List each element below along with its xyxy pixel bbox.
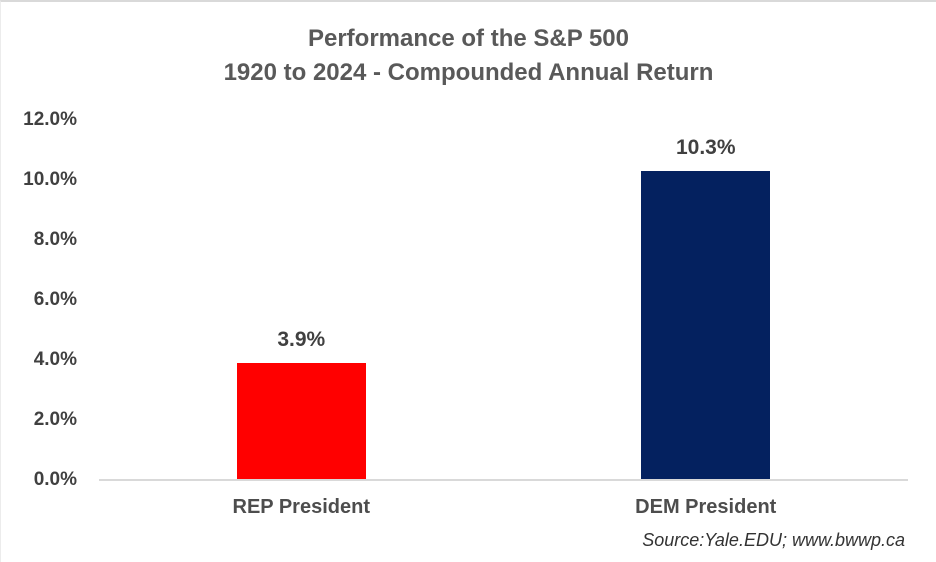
y-tick-label: 0.0% — [33, 469, 77, 490]
y-tick-label: 10.0% — [23, 169, 77, 190]
category-axis: REP President DEM President — [99, 496, 908, 519]
source-credit: Source:Yale.EDU; www.bwwp.ca — [642, 530, 905, 550]
bar-rep-president[interactable] — [236, 363, 366, 480]
chart-title-block: Performance of the S&P 500 1920 to 2024 … — [1, 22, 936, 90]
bar-cell-rep-president: 3.9% — [99, 120, 504, 480]
y-tick-label: 6.0% — [33, 289, 77, 310]
bars-row: 3.9% 10.3% — [99, 120, 908, 480]
y-tick-label: 2.0% — [33, 409, 77, 430]
bar-value-label: 10.3% — [675, 136, 736, 159]
y-tick-label: 12.0% — [23, 109, 77, 130]
plot-area: 3.9% 10.3% — [99, 120, 908, 480]
x-axis-line — [99, 479, 908, 481]
chart-subtitle: 1920 to 2024 - Compounded Annual Return — [223, 59, 714, 86]
chart-title: Performance of the S&P 500 — [307, 25, 629, 52]
y-tick-label: 4.0% — [33, 349, 77, 370]
y-tick-label: 8.0% — [33, 229, 77, 250]
category-label-rep-president: REP President — [232, 496, 370, 518]
bar-value-label: 3.9% — [277, 328, 326, 351]
category-label-dem-president: DEM President — [635, 496, 777, 518]
bar-cell-dem-president: 10.3% — [504, 120, 909, 480]
bar-dem-president[interactable] — [641, 171, 771, 480]
